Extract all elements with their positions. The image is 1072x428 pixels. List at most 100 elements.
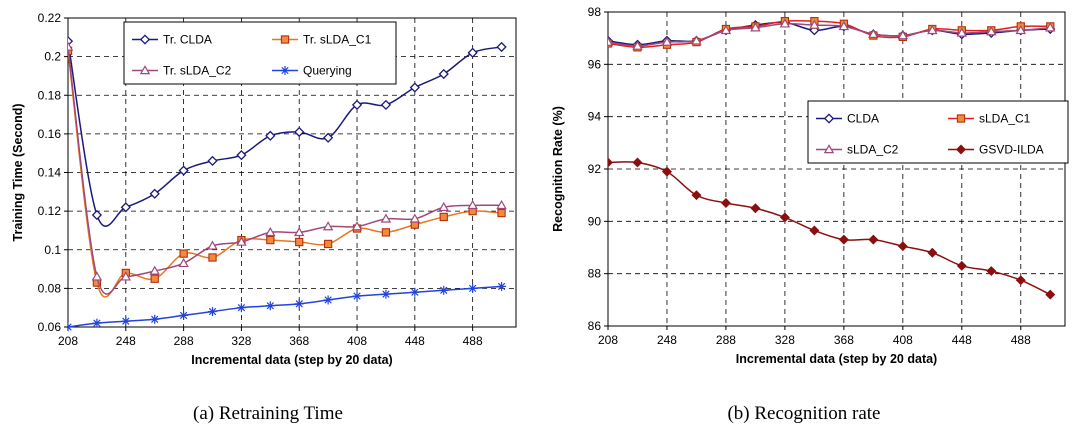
y-tick-label: 0.22 — [38, 11, 62, 25]
x-tick-label: 248 — [657, 333, 677, 347]
x-axis-title: Incremental data (step by 20 data) — [736, 352, 937, 366]
y-tick-label: 96 — [588, 57, 602, 71]
x-tick-label: 328 — [231, 334, 251, 348]
data-point — [691, 190, 702, 201]
data-point — [380, 213, 392, 223]
data-point — [1015, 24, 1027, 35]
series-line-querying — [68, 285, 502, 328]
legend: Tr. CLDA Tr. sLDA_C1 Tr. sLDA_C2 Querying — [123, 21, 397, 85]
legend-item-gsvd-ilda: GSVD-ILDA — [948, 143, 1044, 157]
data-point — [409, 82, 420, 93]
series-tr-clda — [68, 36, 507, 227]
data-point — [986, 26, 997, 36]
data-point — [236, 236, 247, 246]
series-slda-c1 — [608, 17, 1055, 52]
legend-marker — [823, 113, 835, 124]
data-point — [927, 24, 938, 35]
chart-panel-retraining-time: 0.06 0.08 0.1 0.12 0.14 0.16 0.18 0.2 0.22 208 248… — [11, 11, 517, 424]
y-tick-label: 0.16 — [38, 127, 62, 141]
x-tick-label: 368 — [289, 334, 309, 348]
x-tick-label: 488 — [463, 334, 483, 348]
data-point — [438, 201, 449, 212]
y-tick-label: 0.06 — [38, 320, 62, 334]
data-point — [986, 266, 997, 277]
data-point — [265, 130, 276, 141]
data-point — [438, 68, 449, 80]
legend-item-slda-c2: sLDA_C2 — [816, 143, 899, 157]
legend-item-slda-c1: sLDA_C1 — [948, 112, 1031, 126]
data-point — [91, 209, 103, 221]
series-gsvd-ilda — [608, 157, 1056, 300]
legend-label: Tr. sLDA_C2 — [163, 64, 232, 78]
data-point — [121, 316, 131, 326]
legend-box — [123, 21, 397, 85]
data-point — [294, 126, 305, 138]
data-point — [207, 240, 218, 250]
data-point — [351, 221, 363, 231]
data-point — [68, 322, 73, 332]
series-line-slda-c1 — [608, 19, 1051, 49]
data-point — [439, 212, 448, 222]
data-point — [323, 132, 334, 143]
data-point — [150, 274, 159, 283]
data-point — [266, 235, 275, 245]
data-point — [897, 241, 908, 252]
data-point — [68, 36, 74, 47]
x-tick-label: 248 — [116, 334, 136, 348]
data-point — [838, 234, 849, 245]
data-point — [323, 295, 333, 305]
series-tr-slda-c1 — [68, 46, 506, 298]
data-point — [265, 301, 275, 311]
data-point — [632, 40, 643, 50]
y-tick-label: 90 — [588, 214, 602, 228]
x-tick-label: 208 — [58, 334, 78, 348]
legend-item-tr-slda-c1: Tr. sLDA_C1 — [272, 33, 372, 47]
data-point — [496, 199, 507, 210]
y-tick-label: 98 — [588, 5, 602, 19]
data-point — [779, 212, 790, 223]
data-point — [956, 27, 968, 37]
series-slda-c2 — [608, 18, 1056, 50]
legend-label: Tr. sLDA_C1 — [303, 33, 372, 47]
data-point — [439, 285, 449, 295]
legend-marker — [280, 35, 290, 44]
legend-label: sLDA_C1 — [979, 112, 1031, 126]
x-tick-label: 208 — [598, 333, 618, 347]
data-point — [207, 155, 218, 167]
x-tick-label: 288 — [174, 334, 194, 348]
data-point — [868, 28, 879, 38]
data-point — [351, 99, 363, 111]
data-point — [236, 303, 246, 313]
data-point — [809, 225, 820, 236]
data-point — [149, 265, 160, 275]
y-axis-title: Training Time (Second) — [11, 104, 25, 242]
data-point — [750, 22, 761, 32]
data-point — [838, 20, 850, 31]
series-line-tr-slda-c1 — [68, 50, 502, 298]
recognition-rate-chart: 86 88 90 92 94 96 98 208 248 288 328 368 408 448 488 In… — [551, 5, 1069, 366]
data-point — [496, 41, 507, 53]
data-point — [956, 260, 967, 271]
y-axis-title: Recognition Rate (%) — [551, 106, 565, 232]
x-tick-label: 288 — [716, 333, 736, 347]
data-point — [179, 310, 189, 320]
caption-recognition-rate: (b) Recognition rate — [727, 403, 881, 424]
data-point — [295, 237, 304, 247]
legend-box — [807, 100, 1069, 164]
data-point — [120, 202, 131, 213]
legend-label: CLDA — [847, 112, 879, 126]
legend-label: sLDA_C2 — [847, 143, 899, 157]
data-point — [380, 99, 392, 111]
data-point — [467, 199, 478, 210]
x-tick-label: 328 — [775, 333, 795, 347]
legend-marker — [956, 144, 966, 155]
data-point — [178, 165, 189, 176]
data-point — [178, 257, 189, 268]
data-point — [352, 291, 362, 301]
series-line-gsvd-ilda — [608, 161, 1051, 296]
data-point — [632, 157, 643, 168]
x-tick-label: 448 — [952, 333, 972, 347]
x-tick-label: 488 — [1011, 333, 1031, 347]
data-point — [381, 289, 391, 299]
data-point — [1015, 275, 1026, 286]
